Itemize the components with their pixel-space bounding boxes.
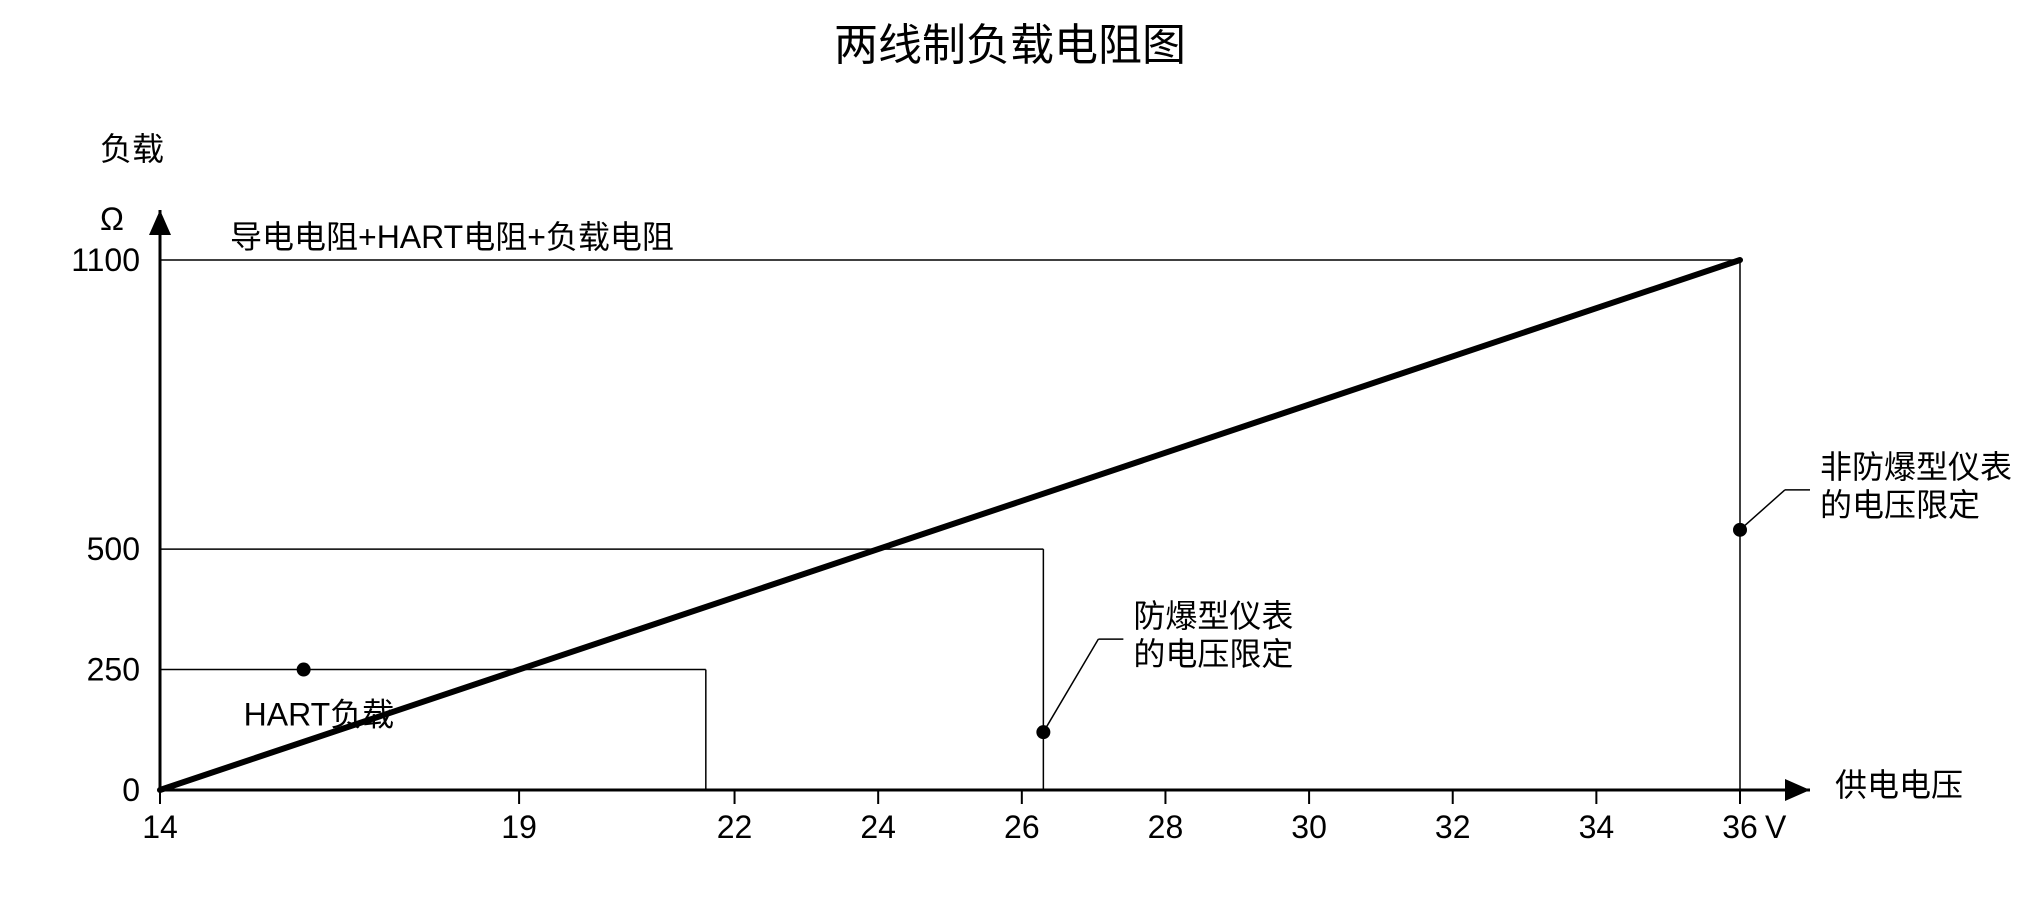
exproof-leader-line	[1043, 639, 1098, 732]
x-axis-title: 供电电压	[1835, 767, 1963, 803]
y-axis-unit: Ω	[100, 201, 124, 237]
y-axis-title: 负载	[100, 131, 164, 167]
y-tick-label: 250	[87, 652, 140, 688]
chart-svg: 两线制负载电阻图 负载 Ω 供电电压 V 导电电阻+HART电阻+负载电阻 HA…	[0, 0, 2021, 916]
chart-container: 两线制负载电阻图 负载 Ω 供电电压 V 导电电阻+HART电阻+负载电阻 HA…	[0, 0, 2021, 916]
x-axis-unit: V	[1765, 809, 1787, 845]
x-tick-label: 19	[501, 809, 537, 845]
y-tick-label: 1100	[71, 242, 140, 278]
exproof-limit-label-line1: 防爆型仪表	[1133, 598, 1293, 634]
x-tick-label: 36	[1722, 809, 1758, 845]
chart-title: 两线制负载电阻图	[834, 21, 1186, 70]
x-tick-label: 28	[1148, 809, 1184, 845]
y-tick-label: 500	[87, 531, 140, 567]
x-axis-arrow-icon	[1785, 779, 1810, 801]
axis-ticks	[160, 790, 1740, 804]
markers	[297, 523, 1747, 739]
x-tick-label: 24	[860, 809, 896, 845]
nonexproof-limit-label-line1: 非防爆型仪表	[1820, 449, 2012, 485]
x-tick-label: 22	[717, 809, 753, 845]
x-tick-label: 26	[1004, 809, 1040, 845]
nonexproof-leader-line	[1740, 490, 1785, 530]
axis-tick-labels: 14 19 22 24 26 28 30 32 34 36 0 250 500 1100	[71, 242, 1758, 845]
exproof-limit-label-line2: 的电压限定	[1133, 636, 1293, 672]
x-tick-label: 14	[142, 809, 178, 845]
y-tick-label: 0	[122, 772, 140, 808]
x-tick-label: 34	[1579, 809, 1615, 845]
x-tick-label: 32	[1435, 809, 1471, 845]
y-axis-arrow-icon	[149, 210, 171, 235]
hart-marker-dot	[297, 663, 311, 677]
x-tick-label: 30	[1291, 809, 1327, 845]
diagonal-line	[160, 260, 1740, 790]
load-line	[160, 260, 1740, 790]
nonexproof-limit-label-line2: 的电压限定	[1820, 487, 1980, 523]
hart-load-label: HART负载	[244, 697, 395, 733]
top-label: 导电电阻+HART电阻+负载电阻	[230, 219, 674, 255]
